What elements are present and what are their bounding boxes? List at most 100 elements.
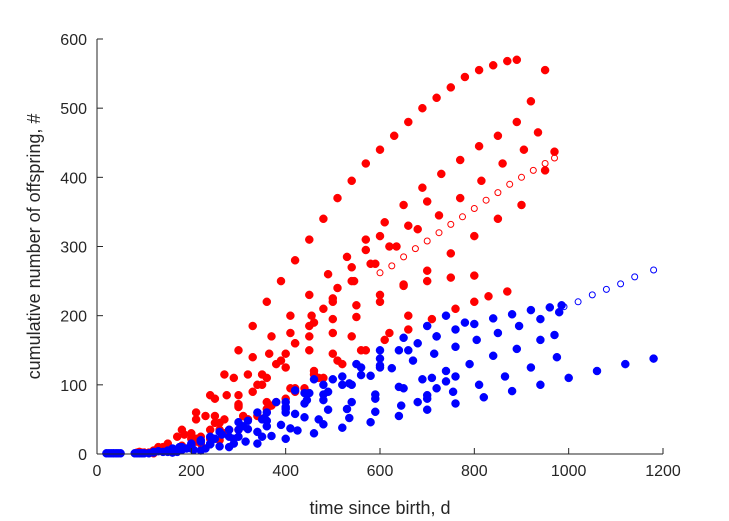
data-point xyxy=(319,214,328,224)
data-point xyxy=(455,193,465,203)
data-point xyxy=(451,304,460,314)
data-point xyxy=(253,408,262,417)
data-point xyxy=(243,416,253,426)
x-tick-label: 0 xyxy=(93,463,102,480)
data-point xyxy=(432,93,441,103)
data-point xyxy=(470,319,479,329)
data-point xyxy=(399,280,408,289)
data-point xyxy=(356,370,366,380)
data-point xyxy=(352,301,361,310)
data-point xyxy=(328,314,338,324)
data-point xyxy=(290,256,300,265)
data-point xyxy=(248,352,257,362)
x-tick-label: 1000 xyxy=(551,463,587,480)
data-point xyxy=(333,193,342,203)
data-point xyxy=(621,359,630,369)
y-tick-label: 400 xyxy=(60,170,87,187)
data-point xyxy=(512,117,522,127)
data-point-open xyxy=(423,237,431,245)
data-point xyxy=(498,159,507,168)
data-point xyxy=(328,297,338,307)
data-point xyxy=(404,117,413,127)
data-point xyxy=(512,344,522,354)
data-point xyxy=(262,373,272,383)
x-tick-label: 1200 xyxy=(645,463,681,480)
data-point xyxy=(441,311,451,320)
y-tick-label: 600 xyxy=(60,32,87,49)
data-point xyxy=(649,354,658,363)
data-point xyxy=(550,330,559,340)
data-point xyxy=(526,363,536,372)
data-point xyxy=(361,235,371,244)
data-point-open xyxy=(411,245,419,253)
data-point xyxy=(479,393,489,402)
data-point xyxy=(399,200,408,210)
data-point-open xyxy=(447,220,455,228)
data-point xyxy=(257,432,267,441)
data-point xyxy=(470,271,479,280)
data-point-open xyxy=(602,285,610,293)
data-point xyxy=(446,273,456,282)
data-point xyxy=(371,394,380,403)
data-point xyxy=(533,128,543,137)
data-point-open xyxy=(574,298,582,306)
data-point xyxy=(309,375,319,384)
data-point xyxy=(342,404,352,414)
data-point xyxy=(418,183,427,192)
y-axis-title: cumulative number of offspring, # xyxy=(24,114,44,380)
data-point xyxy=(309,366,319,376)
data-point xyxy=(507,310,517,319)
data-point xyxy=(271,359,281,369)
data-point xyxy=(540,65,550,75)
data-point xyxy=(488,351,498,361)
data-point xyxy=(347,332,356,341)
data-point xyxy=(493,131,503,141)
data-point-open xyxy=(376,269,384,277)
data-point xyxy=(347,263,356,272)
data-point xyxy=(519,145,529,154)
data-point xyxy=(234,417,243,427)
y-tick-label: 300 xyxy=(60,240,87,257)
data-point xyxy=(300,413,309,422)
data-point xyxy=(422,405,432,414)
data-point xyxy=(352,312,361,322)
data-point xyxy=(215,442,224,451)
data-point xyxy=(276,420,286,430)
data-point xyxy=(328,349,338,358)
data-point xyxy=(241,437,250,446)
data-point-open xyxy=(617,280,625,288)
data-point xyxy=(394,346,404,355)
data-point xyxy=(422,321,432,331)
data-point xyxy=(224,432,234,441)
data-point xyxy=(290,386,300,395)
data-point-open xyxy=(459,213,466,221)
data-point xyxy=(526,305,536,315)
data-point xyxy=(484,292,493,301)
data-point xyxy=(267,332,276,341)
data-point xyxy=(309,429,319,438)
data-point xyxy=(345,413,354,423)
data-point xyxy=(493,214,503,224)
data-point xyxy=(222,390,231,400)
data-point xyxy=(408,356,418,365)
data-point xyxy=(418,375,427,384)
data-point xyxy=(234,425,243,435)
data-point xyxy=(116,449,125,458)
data-point xyxy=(366,259,375,269)
data-point xyxy=(366,417,375,427)
data-point xyxy=(550,147,559,156)
data-point xyxy=(512,55,522,65)
data-point xyxy=(253,380,262,390)
data-point xyxy=(404,221,413,230)
data-point xyxy=(536,380,545,390)
data-point xyxy=(220,370,229,379)
data-point xyxy=(281,349,290,358)
data-point xyxy=(229,373,239,383)
data-point xyxy=(264,349,274,358)
data-point xyxy=(347,380,356,390)
data-point xyxy=(474,65,484,75)
data-point xyxy=(262,297,272,307)
data-point xyxy=(437,169,446,179)
data-point xyxy=(427,373,437,383)
data-point xyxy=(319,380,328,390)
